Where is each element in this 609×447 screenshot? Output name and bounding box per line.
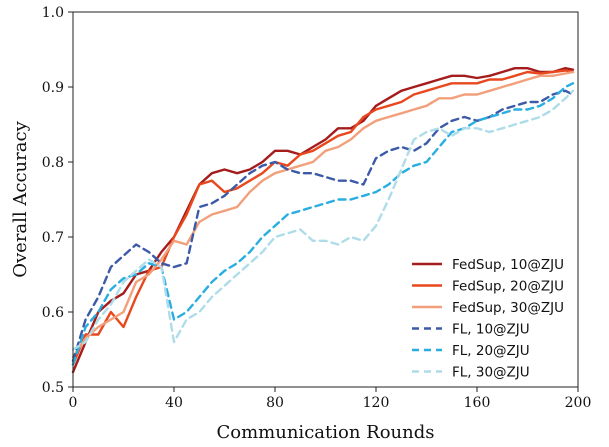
y-ticks: 0.5 0.6 0.7 0.8 0.9 1.0	[42, 5, 73, 396]
x-tick-label: 160	[464, 395, 491, 411]
y-tick-label: 0.6	[42, 305, 64, 321]
series-line-3	[71, 70, 575, 359]
y-tick-label: 0.7	[42, 230, 64, 246]
plot-frame	[72, 11, 579, 388]
y-tick-label: 0.9	[42, 80, 64, 96]
y-tick-label: 0.8	[42, 155, 64, 171]
x-tick-label: 200	[565, 395, 592, 411]
series-layer	[71, 66, 575, 374]
legend-label: FedSup, 30@ZJU	[452, 300, 564, 316]
x-ticks: 0 40 80 120 160 200	[69, 387, 592, 411]
y-tick-label: 1.0	[42, 5, 64, 21]
x-tick-label: 0	[69, 395, 78, 411]
y-axis-title: Overall Accuracy	[10, 120, 31, 277]
x-axis-title: Communication Rounds	[217, 422, 435, 443]
series-line-6	[71, 89, 575, 351]
series-line-4	[71, 89, 575, 362]
x-tick-label: 80	[266, 395, 284, 411]
y-tick-label: 0.5	[42, 380, 64, 396]
series-line-5	[71, 82, 575, 366]
legend-label: FL, 20@ZJU	[452, 343, 530, 359]
legend-label: FedSup, 20@ZJU	[452, 279, 564, 295]
legend-label: FL, 10@ZJU	[452, 322, 530, 338]
series-line-2	[71, 69, 575, 366]
x-tick-label: 40	[165, 395, 183, 411]
x-tick-label: 120	[363, 395, 390, 411]
legend-label: FedSup, 10@ZJU	[452, 257, 564, 273]
legend: FedSup, 10@ZJU FedSup, 20@ZJU FedSup, 30@Z…	[412, 257, 564, 381]
legend-label: FL, 30@ZJU	[452, 365, 530, 381]
